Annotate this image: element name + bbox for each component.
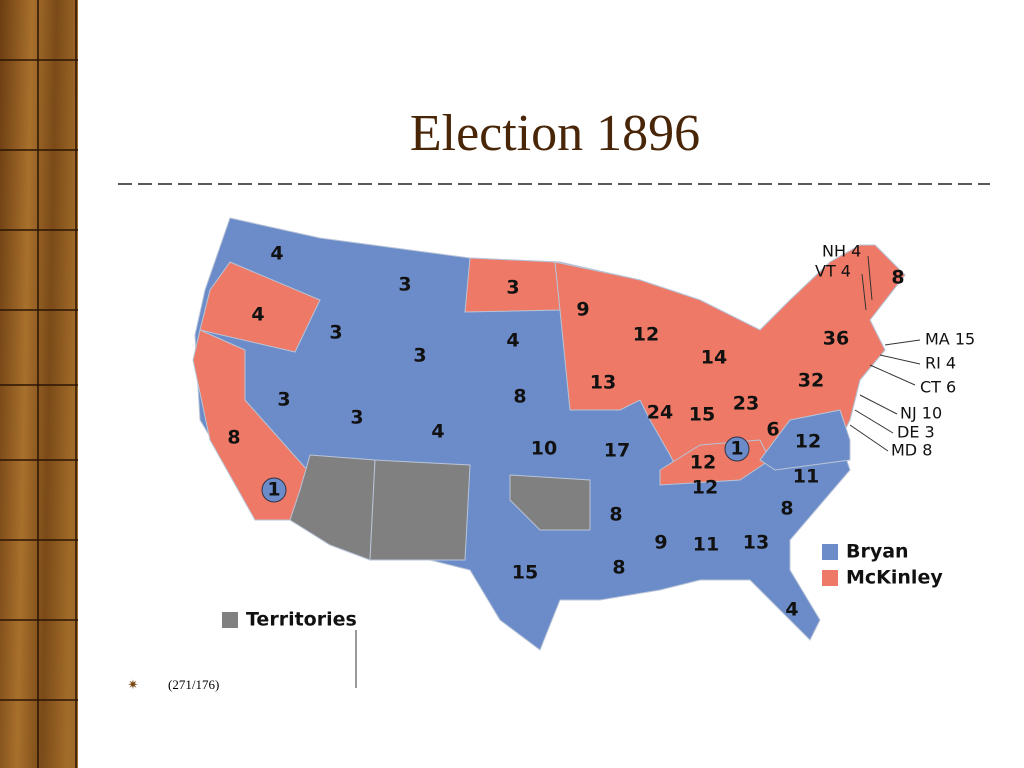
state-callout: VT 4: [815, 262, 851, 281]
bullet: ✷: [128, 677, 139, 692]
callout-lines: [355, 255, 921, 688]
state-votes: 11: [793, 466, 819, 488]
state-votes: 12: [633, 324, 659, 346]
state-votes: 9: [654, 532, 667, 554]
state-votes: 4: [785, 599, 798, 621]
state-votes: 3: [350, 407, 363, 429]
split-elector: [724, 436, 750, 462]
state-votes: 17: [604, 440, 630, 462]
map: [192, 217, 906, 651]
state-votes: 1: [730, 438, 743, 460]
state-votes: 3: [398, 274, 411, 296]
state-callout: NJ 10: [900, 404, 942, 423]
state-votes: 3: [329, 322, 342, 344]
blue-region: [759, 409, 851, 471]
state-votes: 11: [693, 534, 719, 556]
state-votes: 8: [780, 498, 793, 520]
state-votes: 12: [690, 452, 716, 474]
state-votes: 4: [431, 421, 444, 443]
state-votes: 8: [612, 557, 625, 579]
territory: [369, 459, 471, 561]
state-callout: DE 3: [897, 423, 935, 442]
state-callout: MA 15: [925, 330, 975, 349]
state-votes: 3: [277, 389, 290, 411]
state-votes: 12: [692, 477, 718, 499]
split-elector: [261, 477, 287, 503]
state-callout: NH 4: [822, 242, 861, 261]
red-region: [199, 261, 321, 353]
state-votes: 8: [609, 504, 622, 526]
state-votes: 12: [795, 431, 821, 453]
wood-border: [0, 0, 78, 768]
footnote: (271/176): [168, 677, 219, 692]
legend-swatch: [822, 544, 838, 560]
state-votes: 36: [823, 328, 849, 350]
state-votes: 15: [512, 562, 538, 584]
state-votes: 8: [891, 267, 904, 289]
state-votes: 4: [270, 243, 283, 265]
state-votes: 8: [513, 386, 526, 408]
legend-label: Bryan: [846, 541, 909, 563]
state-callout: CT 6: [920, 378, 956, 397]
state-votes: 10: [531, 438, 557, 460]
territory: [509, 474, 591, 531]
state-votes: 13: [590, 372, 616, 394]
legend-label: Territories: [246, 609, 357, 631]
state-votes: 15: [689, 404, 715, 426]
state-votes: 32: [798, 370, 824, 392]
state-callout: RI 4: [925, 354, 956, 373]
legend-swatch: [222, 612, 238, 628]
state-votes: 6: [766, 419, 779, 441]
state-votes: 23: [733, 393, 759, 415]
state-votes: 3: [506, 277, 519, 299]
state-votes: 3: [413, 345, 426, 367]
state-votes: 24: [647, 402, 673, 424]
state-votes: 1: [267, 479, 280, 501]
state-votes: 4: [506, 330, 519, 352]
legend-label: McKinley: [846, 567, 943, 589]
state-votes: 13: [743, 532, 769, 554]
state-votes: 4: [251, 304, 264, 326]
state-votes: 9: [576, 299, 589, 321]
state-votes: 8: [227, 427, 240, 449]
state-votes: 14: [701, 347, 727, 369]
slide-title: Election 1896: [410, 105, 700, 162]
legend-swatch: [822, 570, 838, 586]
state-callout: MD 8: [891, 441, 932, 460]
